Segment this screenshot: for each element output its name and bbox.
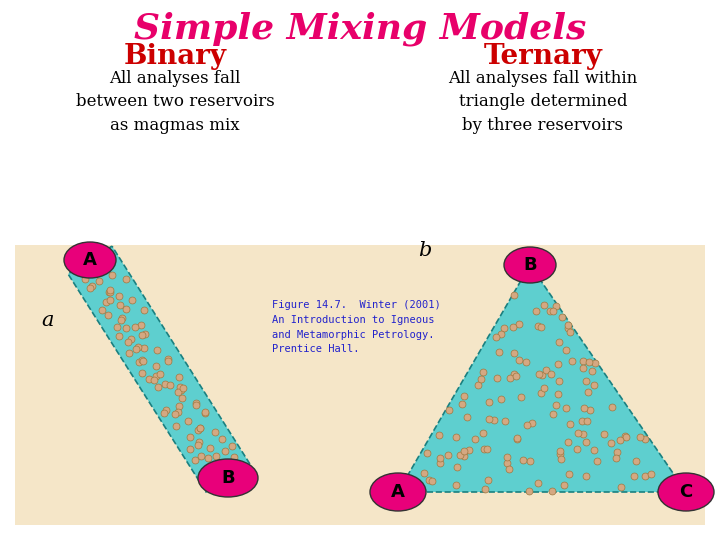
Text: A: A	[391, 483, 405, 501]
Text: All analyses fall
between two reservoirs
as magmas mix: All analyses fall between two reservoirs…	[76, 70, 274, 134]
Ellipse shape	[504, 247, 556, 283]
Ellipse shape	[658, 473, 714, 511]
Text: b: b	[418, 240, 432, 260]
Polygon shape	[68, 246, 250, 492]
Text: Binary: Binary	[124, 43, 227, 70]
Text: a: a	[42, 310, 54, 329]
Ellipse shape	[198, 459, 258, 497]
Text: C: C	[680, 483, 693, 501]
Polygon shape	[398, 265, 686, 492]
Text: Ternary: Ternary	[484, 43, 603, 70]
Text: All analyses fall within
triangle determined
by three reservoirs: All analyses fall within triangle determ…	[449, 70, 638, 134]
Ellipse shape	[64, 242, 116, 278]
Ellipse shape	[370, 473, 426, 511]
Text: Figure 14.7.  Winter (2001)
An Introduction to Igneous
and Metamorphic Petrology: Figure 14.7. Winter (2001) An Introducti…	[272, 300, 441, 354]
Text: A: A	[83, 251, 97, 269]
Bar	[15, 245, 705, 525]
Text: B: B	[221, 469, 235, 487]
Text: B: B	[523, 256, 537, 274]
Text: Simple Mixing Models: Simple Mixing Models	[134, 12, 586, 46]
